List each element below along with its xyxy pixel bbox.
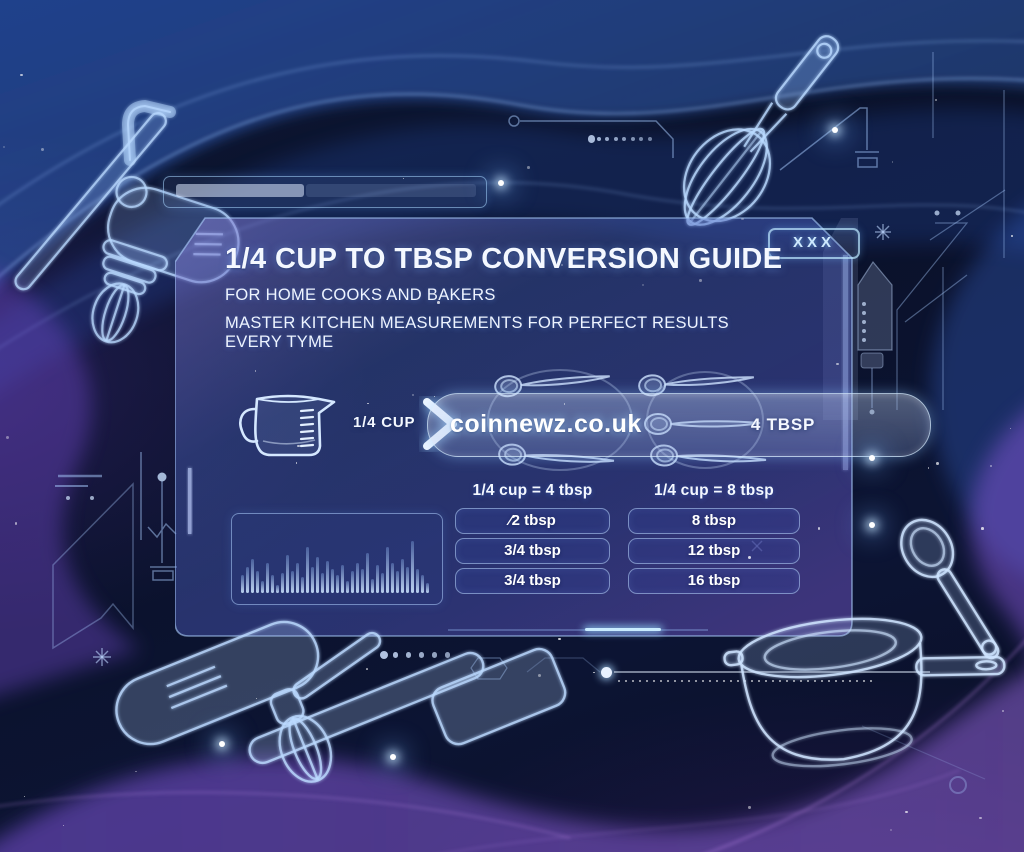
conversion-pill: coinnewz.co.uk 4 TBSP <box>427 393 931 457</box>
timeline-line <box>614 671 930 673</box>
hexagon-outline <box>470 657 986 794</box>
subtitle-line2: MASTER KITCHEN MEASUREMENTS FOR PERFECT … <box>225 314 729 351</box>
page-title: 1/4 CUP TO TBSP CONVERSION GUIDE <box>225 243 783 275</box>
table-cell: 3/4 tbsp <box>455 538 610 564</box>
table-column-right: 1/4 cup = 8 tbsp 8 tbsp 12 tbsp 16 tbsp <box>628 482 800 594</box>
left-side-geometry <box>52 452 192 650</box>
glass-progress-bar <box>163 176 487 208</box>
table-cell: 16 tbsp <box>628 568 800 594</box>
table-cell: 3/4 tbsp <box>455 568 610 594</box>
column-header: 1/4 cup = 8 tbsp <box>654 482 774 499</box>
table-column-left: 1/4 cup = 4 tbsp ⁄2 tbsp 3/4 tbsp 3/4 tb… <box>455 482 610 594</box>
timeline-dotted-line <box>618 680 872 682</box>
circuit-line-top <box>508 115 674 158</box>
progress-fill-faint <box>306 184 476 197</box>
timeline-dot <box>601 667 612 678</box>
to-amount-label: 4 TBSP <box>750 415 816 434</box>
progress-fill <box>176 184 304 197</box>
from-amount-label: 1/4 CUP <box>353 414 416 431</box>
equalizer-bars <box>241 524 433 593</box>
conversion-panel: XXX 1/4 CUP TO TBSP CONVERSION GUIDE FOR… <box>175 217 931 637</box>
subtitle-line1: FOR HOME COOKS AND BAKERS <box>225 286 496 304</box>
measuring-cup-icon <box>239 394 336 457</box>
table-cell: 12 tbsp <box>628 538 800 564</box>
spoon-icons <box>487 366 768 473</box>
panel-bottom-highlight <box>585 628 661 631</box>
circuit-ground-top-right <box>779 107 879 171</box>
equalizer-chart <box>231 513 443 605</box>
panel-bottom-glow <box>448 629 708 631</box>
whisk-icon <box>682 35 840 226</box>
xxx-badge: XXX <box>768 228 860 259</box>
table-cell: 8 tbsp <box>628 508 800 534</box>
watermark-text: coinnewz.co.uk <box>450 410 642 438</box>
table-cell: ⁄2 tbsp <box>455 508 610 534</box>
column-header: 1/4 cup = 4 tbsp <box>472 482 593 499</box>
